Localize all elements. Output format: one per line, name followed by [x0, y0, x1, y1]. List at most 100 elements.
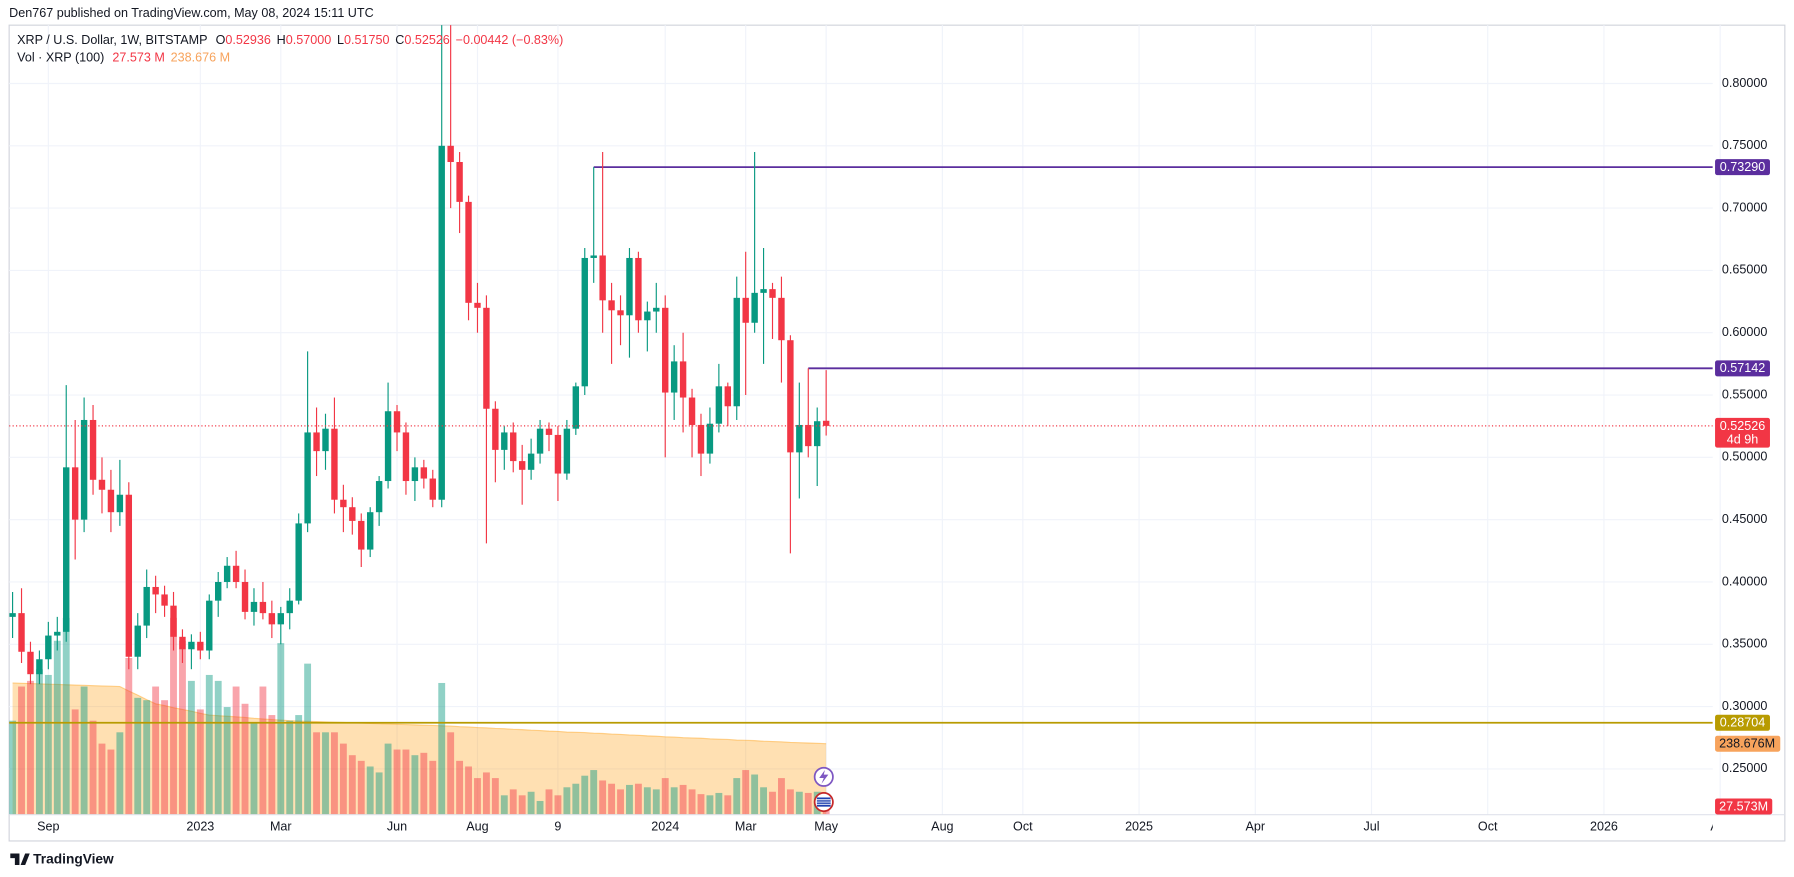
candle-body: [9, 613, 16, 617]
volume-bar: [259, 686, 267, 815]
volume-bar: [527, 791, 535, 815]
legend-key: L: [337, 34, 344, 48]
volume-bar: [706, 795, 714, 815]
volume-bar: [482, 772, 490, 815]
volume-bar: [286, 720, 294, 815]
candle-body: [27, 651, 34, 675]
price-label: 0.73290: [1720, 160, 1765, 174]
candle-body: [563, 428, 571, 474]
volume-bar: [53, 640, 61, 815]
volume-bar: [411, 755, 419, 815]
x-tick-label: 2025: [1125, 820, 1153, 834]
volume-bar: [474, 778, 481, 815]
volume-bar: [277, 643, 285, 815]
x-tick-label: Apr: [1245, 820, 1265, 834]
volume-bar: [62, 617, 70, 815]
volume-bar: [223, 707, 231, 815]
event-icons: [813, 766, 834, 813]
volume-bar: [751, 774, 759, 815]
candle-body: [662, 307, 669, 393]
candle-body: [206, 600, 213, 651]
volume-bar: [375, 772, 383, 815]
volume-bar: [590, 770, 598, 815]
candle-body: [688, 397, 696, 425]
volume-bar: [599, 780, 607, 815]
candle-body: [223, 565, 231, 582]
candle-body: [304, 432, 311, 524]
countdown-label: 4d 9h: [1727, 433, 1758, 447]
volume-bar: [491, 778, 499, 815]
legend-key: O: [216, 34, 226, 48]
candle-body: [670, 361, 678, 393]
volume-bar: [554, 795, 562, 815]
candle-body: [822, 420, 830, 426]
volume-ma-label-box: [1715, 735, 1781, 752]
x-tick-label: Apr: [1710, 820, 1730, 834]
volume-bar: [35, 669, 43, 815]
volume-bar: [429, 760, 437, 815]
y-tick-label: 0.65000: [1722, 263, 1767, 277]
volume-bar: [456, 760, 464, 815]
candle-body: [653, 307, 660, 312]
y-tick-label: 0.60000: [1722, 325, 1767, 339]
candle-body: [358, 520, 365, 550]
brand-logo: [10, 853, 30, 865]
candle-body: [116, 494, 124, 513]
y-tick-label: 0.45000: [1722, 512, 1767, 526]
volume-bar: [563, 787, 571, 815]
x-tick-label: Jul: [1363, 820, 1379, 834]
candle-body: [188, 641, 195, 650]
price-label-box: [1715, 360, 1770, 377]
grid: [9, 25, 1721, 815]
candle-body: [152, 586, 159, 595]
candle-body: [277, 613, 284, 625]
candle-body: [635, 257, 642, 321]
y-axis: 0.25000 0.30000 0.35000 0.40000 0.45000 0.500…: [1722, 76, 1767, 775]
candle-body: [250, 601, 258, 612]
volume-bar: [214, 680, 222, 815]
candle-body: [456, 162, 463, 202]
legend-change: −0.00442 (−0.83%): [456, 34, 564, 48]
volume-bar: [18, 686, 25, 815]
candle-body: [384, 411, 392, 482]
candle-body: [626, 257, 633, 316]
candle-body: [402, 432, 410, 482]
y-tick-label: 0.30000: [1722, 699, 1767, 713]
volume-ma-area: [12, 682, 827, 815]
volume-bar: [9, 720, 17, 815]
y-tick-label: 0.35000: [1722, 637, 1767, 651]
volume-bar: [581, 775, 589, 815]
candle-body: [536, 428, 544, 454]
candle-body: [769, 289, 776, 298]
brand-name: TradingView: [33, 851, 114, 866]
candle-body: [411, 467, 419, 482]
price-label-box: [1715, 714, 1770, 731]
candle-body: [796, 424, 803, 453]
candle-body: [71, 467, 79, 520]
volume-bar: [384, 743, 392, 815]
brand: TradingView: [10, 851, 114, 866]
candle-body: [554, 434, 562, 474]
volume-bar: [27, 680, 34, 815]
x-axis: Sep 2023 Mar Jun Aug 9 2024 Mar May Aug Oct 2025 Apr…: [37, 820, 1730, 834]
candle-body: [393, 411, 401, 433]
y-tick-label: 0.50000: [1722, 450, 1767, 464]
candle-body: [715, 386, 723, 424]
volume-bar: [125, 657, 133, 815]
volume-bar: [679, 784, 687, 815]
x-tick-label: Oct: [1013, 820, 1033, 834]
candle-body: [590, 255, 597, 258]
volume-bar: [339, 743, 347, 815]
volume-value: 27.573 M: [112, 51, 164, 65]
legend-value: 0.52526: [404, 34, 449, 48]
candle-body: [474, 302, 481, 308]
candle-body: [98, 479, 106, 490]
volume-bar: [643, 787, 651, 815]
candle-body: [679, 361, 687, 398]
candle-body: [724, 386, 732, 407]
candle-body: [501, 432, 508, 450]
candle-body: [510, 432, 517, 462]
volume-bar: [465, 766, 472, 815]
candle-body: [286, 600, 293, 614]
y-tick-label: 0.25000: [1722, 761, 1767, 775]
